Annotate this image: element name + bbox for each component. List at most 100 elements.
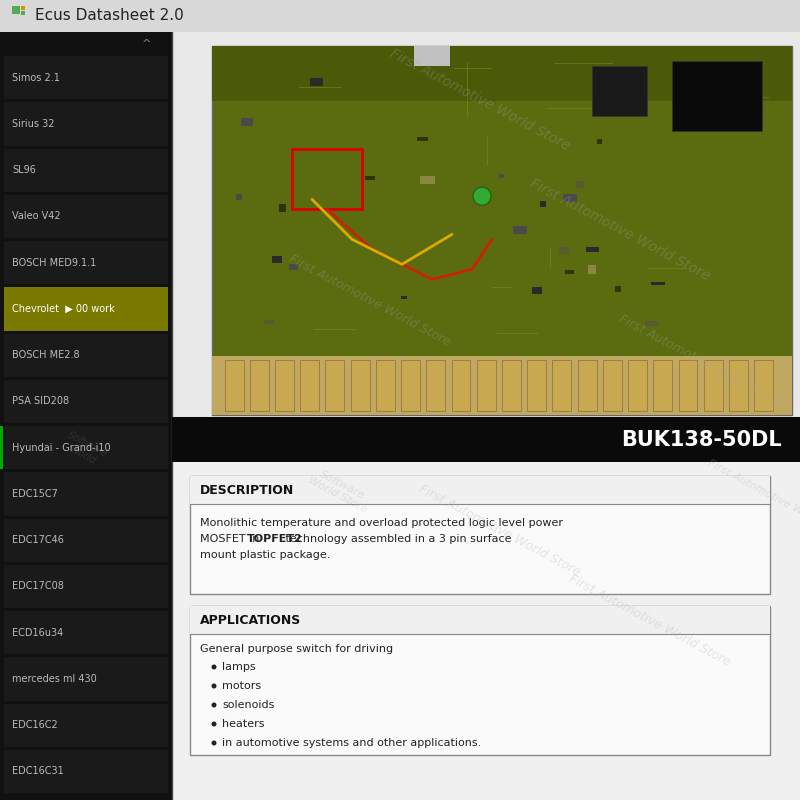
Bar	[21, 6, 25, 10]
Text: Hyundai - Grand-i10: Hyundai - Grand-i10	[12, 442, 110, 453]
Text: Software
World Store: Software World Store	[306, 465, 374, 515]
Bar	[310, 78, 323, 86]
Bar	[4, 750, 168, 793]
Bar	[172, 32, 800, 800]
Bar	[4, 518, 168, 562]
Bar	[4, 241, 168, 284]
Text: EDC17C46: EDC17C46	[12, 535, 64, 545]
Text: Simos 2.1: Simos 2.1	[12, 73, 60, 82]
Bar	[615, 286, 622, 293]
Text: MOSFET in: MOSFET in	[200, 534, 263, 544]
Text: DESCRIPTION: DESCRIPTION	[200, 483, 294, 497]
Bar	[190, 606, 770, 634]
Bar	[212, 46, 792, 415]
Circle shape	[211, 741, 217, 746]
Bar	[225, 360, 243, 411]
Bar	[651, 282, 665, 286]
Bar	[592, 66, 647, 116]
Text: BUK138-50DL: BUK138-50DL	[622, 430, 782, 450]
Text: solenoids: solenoids	[222, 700, 274, 710]
Bar	[729, 360, 748, 411]
Bar	[603, 360, 622, 411]
Circle shape	[473, 187, 491, 206]
Circle shape	[211, 683, 217, 689]
Text: Monolithic temperature and overload protected logic level power: Monolithic temperature and overload prot…	[200, 518, 563, 528]
Bar	[190, 476, 770, 594]
Bar	[376, 360, 395, 411]
Bar	[4, 658, 168, 701]
Text: Chevrolet  ▶ 00 work: Chevrolet ▶ 00 work	[12, 304, 114, 314]
Bar	[4, 194, 168, 238]
Bar	[754, 360, 773, 411]
Bar	[0, 426, 3, 470]
Bar	[540, 201, 546, 207]
Bar	[4, 472, 168, 515]
Bar	[279, 205, 286, 212]
Text: BOSCH ME2.8: BOSCH ME2.8	[12, 350, 80, 360]
Bar	[242, 118, 254, 126]
Bar	[678, 360, 698, 411]
Bar	[292, 150, 362, 210]
Text: First Automotive World Store: First Automotive World Store	[417, 482, 583, 578]
Text: mercedes ml 430: mercedes ml 430	[12, 674, 97, 684]
Bar	[4, 703, 168, 746]
Bar	[12, 6, 20, 14]
Bar	[401, 360, 420, 411]
Bar	[366, 176, 375, 180]
Bar	[289, 264, 298, 270]
Text: First Automotive World Store: First Automotive World Store	[528, 177, 712, 283]
Bar	[414, 46, 450, 66]
Bar	[4, 426, 168, 470]
Bar	[704, 360, 722, 411]
Bar	[21, 11, 25, 15]
Bar	[646, 322, 658, 326]
Text: EDC17C08: EDC17C08	[12, 582, 64, 591]
Bar	[4, 149, 168, 192]
Bar	[499, 174, 504, 178]
Bar	[235, 194, 242, 200]
Text: First Automotive World Store: First Automotive World Store	[706, 458, 800, 542]
Text: ^: ^	[142, 39, 151, 49]
Text: Ecus Datasheet 2.0: Ecus Datasheet 2.0	[35, 9, 184, 23]
Bar	[502, 360, 521, 411]
Text: Software
World: Software World	[61, 430, 110, 470]
Text: EDC15C7: EDC15C7	[12, 489, 58, 499]
Bar	[212, 46, 792, 102]
Bar	[4, 565, 168, 608]
Bar	[4, 334, 168, 377]
Text: General purpose switch for driving: General purpose switch for driving	[200, 644, 393, 654]
Text: in automotive systems and other applications.: in automotive systems and other applicat…	[222, 738, 482, 748]
Circle shape	[211, 702, 217, 707]
Circle shape	[211, 665, 217, 670]
Bar	[4, 56, 168, 99]
Text: Sirius 32: Sirius 32	[12, 119, 54, 129]
Bar	[588, 265, 596, 274]
Text: APPLICATIONS: APPLICATIONS	[200, 614, 302, 626]
Text: heaters: heaters	[222, 719, 265, 729]
Text: SL96: SL96	[12, 165, 36, 175]
Bar	[0, 0, 800, 32]
Bar	[578, 360, 597, 411]
Bar	[300, 360, 319, 411]
Bar	[4, 611, 168, 654]
Bar	[565, 270, 574, 274]
Bar	[527, 360, 546, 411]
Text: TOPFET2: TOPFET2	[247, 534, 303, 544]
Text: mount plastic package.: mount plastic package.	[200, 550, 330, 560]
Bar	[350, 360, 370, 411]
Bar	[4, 102, 168, 146]
Bar	[265, 320, 274, 324]
Text: ECD16u34: ECD16u34	[12, 628, 63, 638]
Text: First Automotive World Store: First Automotive World Store	[617, 312, 783, 408]
Bar	[212, 356, 792, 415]
Bar	[420, 176, 435, 184]
Text: First Automotive World Store: First Automotive World Store	[388, 46, 572, 154]
Text: First Automotive World Store: First Automotive World Store	[287, 252, 453, 348]
Bar	[190, 606, 770, 755]
Bar	[654, 360, 672, 411]
Bar	[4, 287, 168, 330]
Bar	[250, 360, 269, 411]
Text: BOSCH MED9.1.1: BOSCH MED9.1.1	[12, 258, 96, 268]
Bar	[576, 181, 583, 188]
Text: EDC16C2: EDC16C2	[12, 720, 58, 730]
